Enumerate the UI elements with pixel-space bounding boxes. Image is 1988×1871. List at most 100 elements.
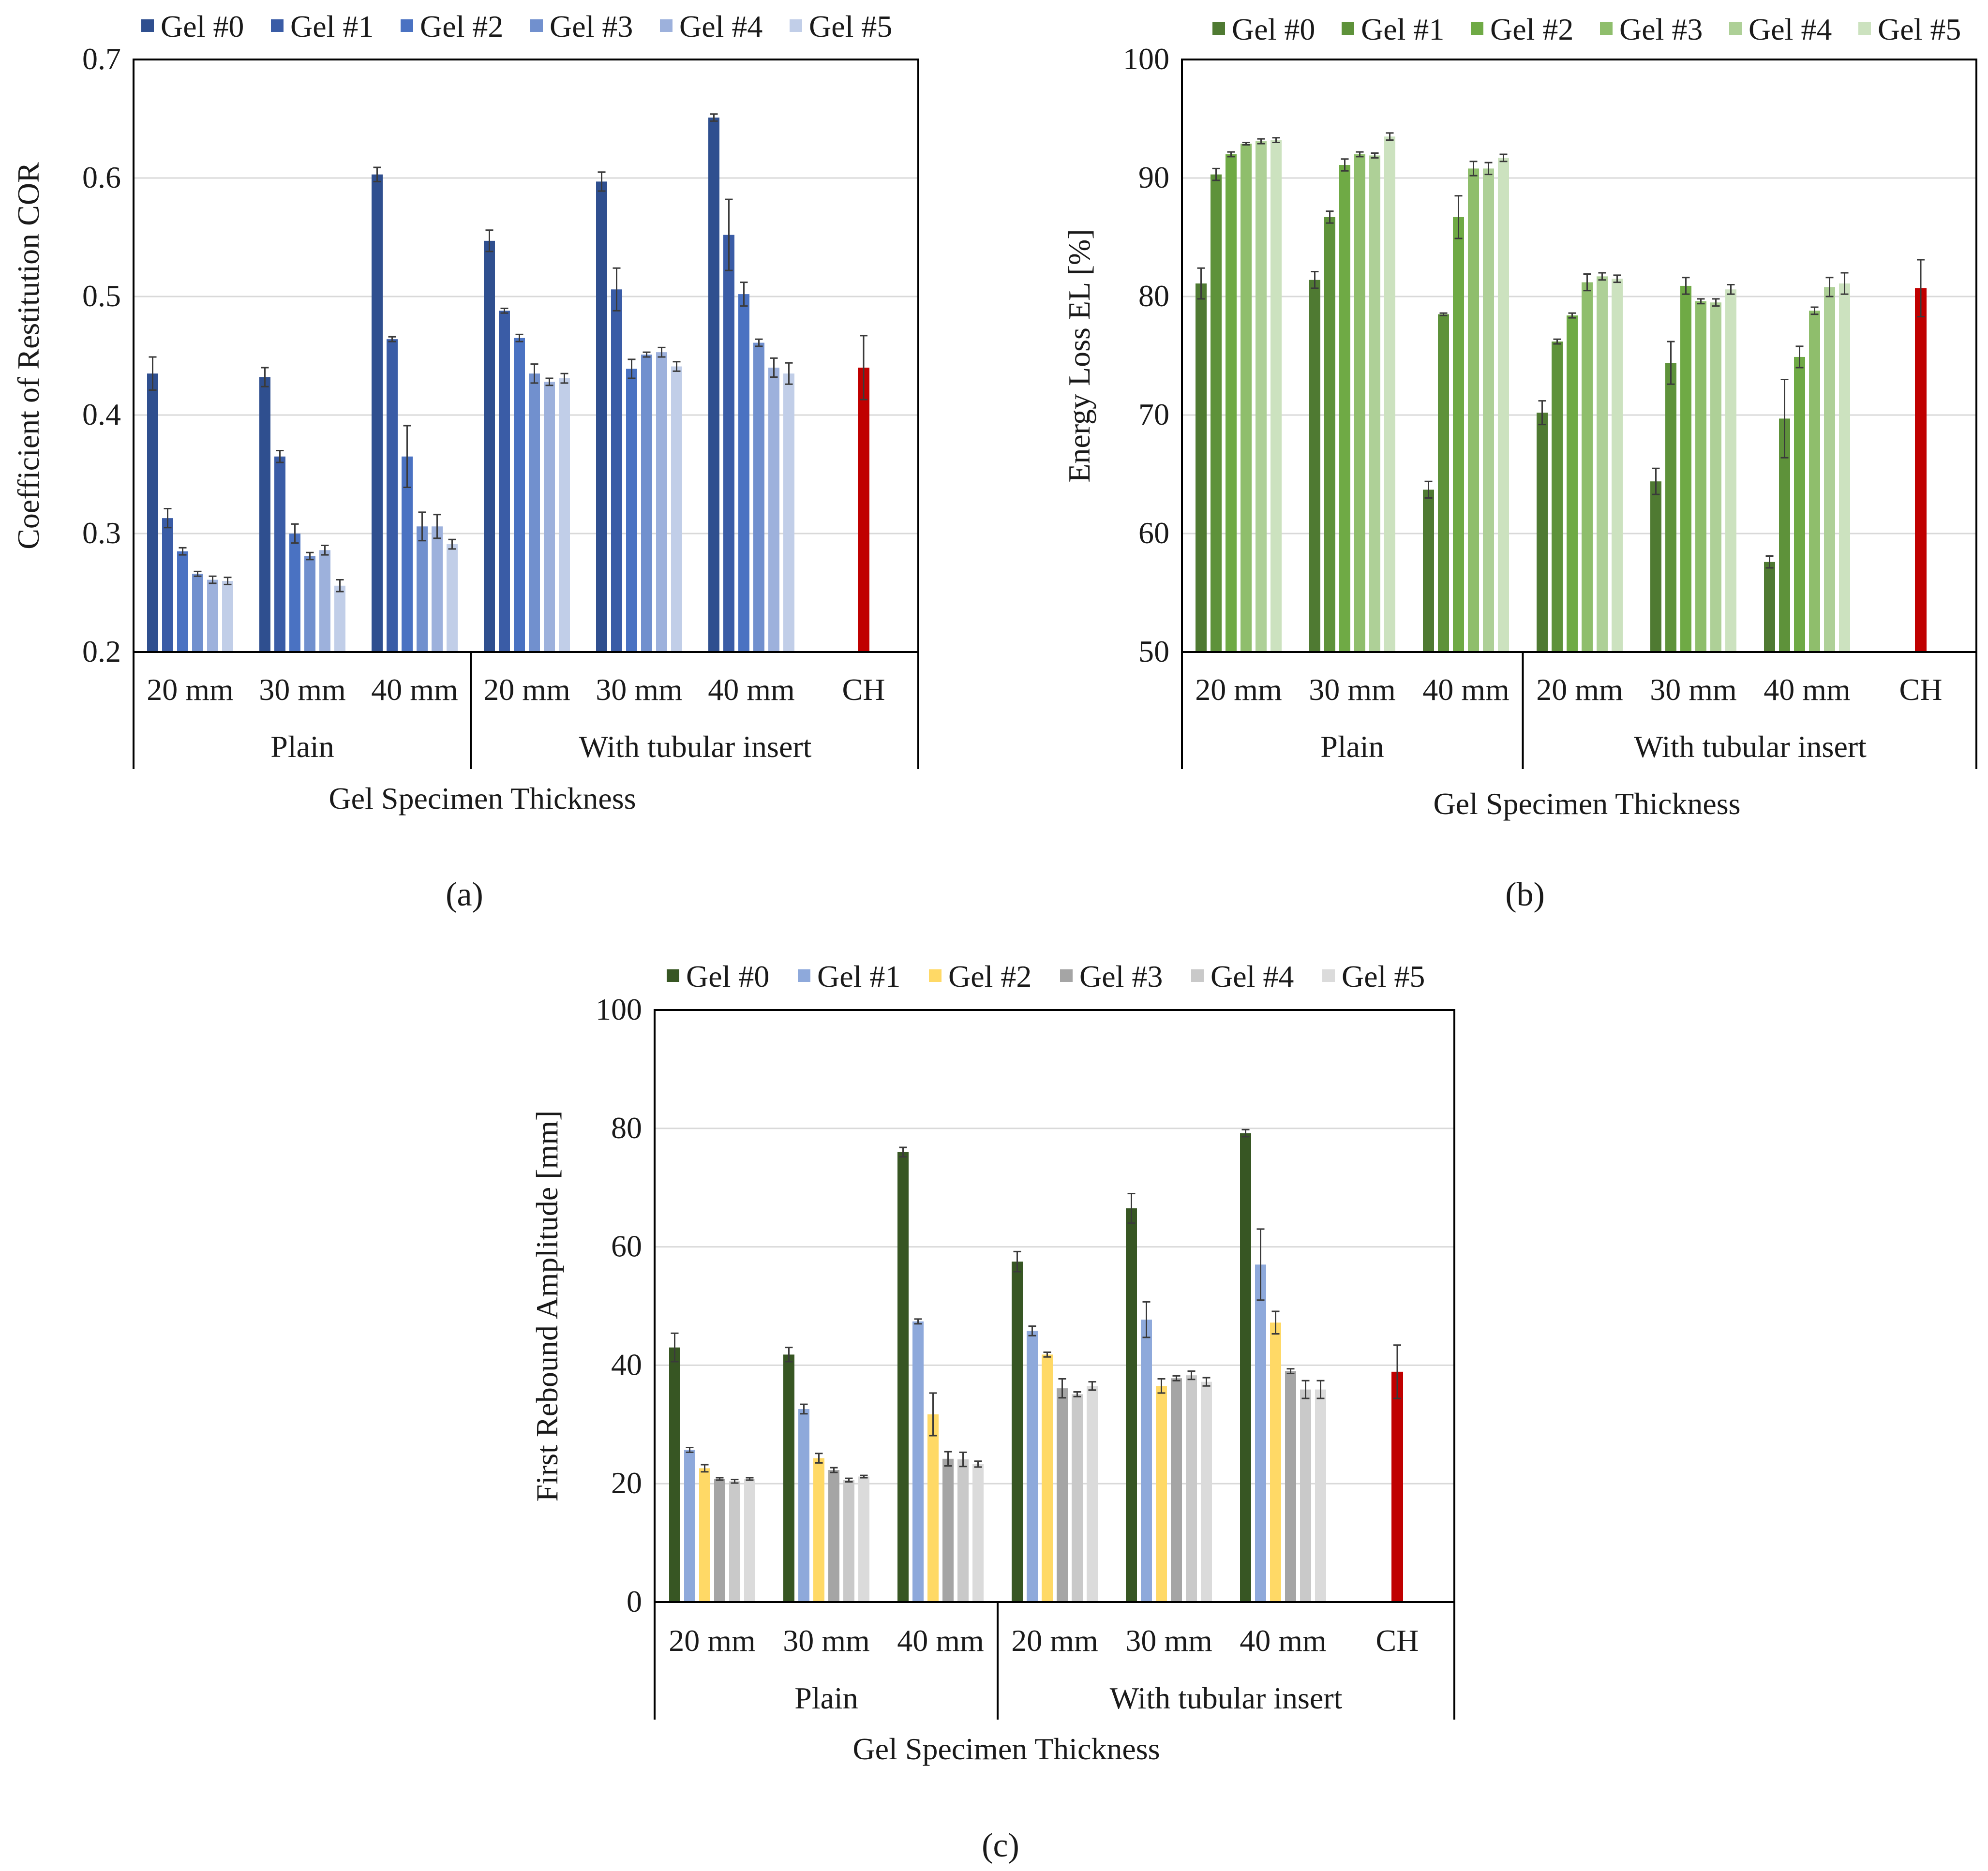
legend-entry: Gel #0 (686, 959, 769, 994)
bar-gel4-5 (1300, 1389, 1311, 1602)
bar-gel5-2 (1498, 158, 1509, 653)
legend-swatch (1729, 22, 1742, 35)
error-bar (373, 166, 381, 182)
error-bar (701, 1464, 709, 1473)
legend-entry: Gel #2 (948, 959, 1031, 994)
x-tick-label: 20 mm (147, 672, 234, 707)
error-bar (959, 1451, 967, 1468)
bar-gel0-1 (783, 1354, 794, 1602)
gridlines (1182, 177, 1976, 535)
y-tick-label: 0.4 (82, 397, 121, 431)
bar-gel3-1 (304, 556, 315, 652)
bar-gel1-2 (912, 1321, 924, 1602)
error-bar (1356, 151, 1364, 158)
bar-gel4-4 (1186, 1375, 1197, 1602)
error-bar (1780, 379, 1789, 459)
bar-gel2-4 (1680, 285, 1691, 652)
error-bar (710, 113, 718, 122)
error-bar (388, 336, 396, 342)
error-bar (194, 570, 202, 577)
error-bar (598, 171, 606, 192)
error-bar (770, 357, 778, 378)
bar-gel3-2 (942, 1458, 954, 1602)
x-tick-label: 30 mm (596, 672, 683, 707)
bar-ch-reference (1391, 1371, 1403, 1602)
error-bar (1043, 1351, 1051, 1358)
x-tick-label: 40 mm (371, 672, 458, 707)
error-bar (1212, 167, 1220, 181)
error-bar (1272, 137, 1280, 143)
bar-gel3-5 (1285, 1371, 1296, 1602)
error-bar (1311, 271, 1319, 289)
gridlines (134, 177, 918, 535)
category-axis-lines (654, 1602, 1455, 1720)
error-bar (1682, 277, 1690, 295)
group-label: With tubular insert (579, 729, 812, 764)
y-axis-title: First Rebound Amplitude [mm] (530, 1111, 564, 1502)
bar-gel0-1 (1309, 280, 1320, 652)
bar-gel3-0 (714, 1479, 725, 1602)
bar-gel1-3 (1552, 342, 1563, 652)
legend: Gel #0 Gel #1 Gel #2 Gel #3 Gel #4 Gel #5 (141, 9, 892, 44)
bar-gel2-5 (738, 294, 749, 652)
chart-panel-c: 0 20 40 60 80 100 20 mm 30 mm 40 mm 20 mm 30 mm 40 … (530, 959, 1455, 1864)
error-bar (1499, 153, 1508, 163)
x-tick-label: 40 mm (708, 672, 795, 707)
error-bar (643, 351, 651, 358)
legend: Gel #0 Gel #1 Gel #2 Gel #3 Gel #4 Gel #5 (1212, 12, 1961, 46)
legend-swatch (530, 19, 543, 32)
bar-gel3-4 (1171, 1378, 1182, 1602)
bar-gel5-5 (783, 373, 794, 652)
y-tick-label: 90 (1138, 160, 1169, 194)
y-tick-label: 0.2 (82, 634, 121, 668)
bar-gel3-0 (192, 574, 203, 652)
bar-gel1-4 (1141, 1320, 1152, 1602)
error-bar (628, 358, 636, 379)
bar-gel2-5 (1270, 1322, 1281, 1602)
error-bar (860, 335, 867, 401)
error-bar (209, 575, 217, 584)
legend-entry: Gel #3 (1079, 959, 1163, 994)
legend-entry: Gel #1 (1361, 12, 1444, 46)
bar-gel3-4 (1695, 301, 1706, 652)
y-tick-label: 20 (611, 1466, 642, 1500)
error-bar (545, 377, 553, 386)
bar-gel3-2 (417, 526, 428, 652)
bar-gel0-5 (1764, 562, 1775, 652)
y-tick-label: 0.7 (82, 42, 121, 76)
category-axis-lines (133, 652, 919, 769)
legend-entry: Gel #5 (809, 9, 892, 44)
error-bar (755, 338, 763, 347)
bar-gel5-1 (858, 1476, 869, 1602)
group-label: Plain (270, 729, 334, 764)
error-bar (785, 1347, 793, 1363)
legend-swatch (1322, 969, 1335, 982)
error-bar (149, 356, 157, 391)
bar-gel0-3 (1012, 1262, 1023, 1602)
error-bar (1013, 1250, 1021, 1273)
plot-frame (133, 59, 919, 653)
error-bar (1484, 162, 1493, 176)
bars (1196, 132, 1927, 653)
bar-gel4-5 (1824, 287, 1835, 652)
bar-gel5-0 (222, 581, 233, 652)
bar-gel0-2 (897, 1152, 909, 1602)
legend-swatch (660, 19, 673, 32)
legend-entry: Gel #1 (817, 959, 900, 994)
bar-gel3-5 (753, 342, 764, 652)
group-label: With tubular insert (1110, 1681, 1343, 1715)
error-bar (164, 508, 172, 529)
error-bar (1073, 1391, 1081, 1397)
legend-entry: Gel #5 (1878, 12, 1961, 46)
error-bar (560, 372, 568, 384)
legend-entry: Gel #1 (290, 9, 374, 44)
legend-swatch (1342, 22, 1354, 35)
bar-gel3-4 (641, 355, 652, 652)
error-bar (1765, 555, 1774, 569)
bar-gel4-3 (1072, 1394, 1083, 1602)
error-bar (224, 577, 232, 585)
group-label: Plain (794, 1681, 858, 1715)
error-bar (336, 579, 344, 593)
bar-gel5-1 (334, 585, 345, 652)
